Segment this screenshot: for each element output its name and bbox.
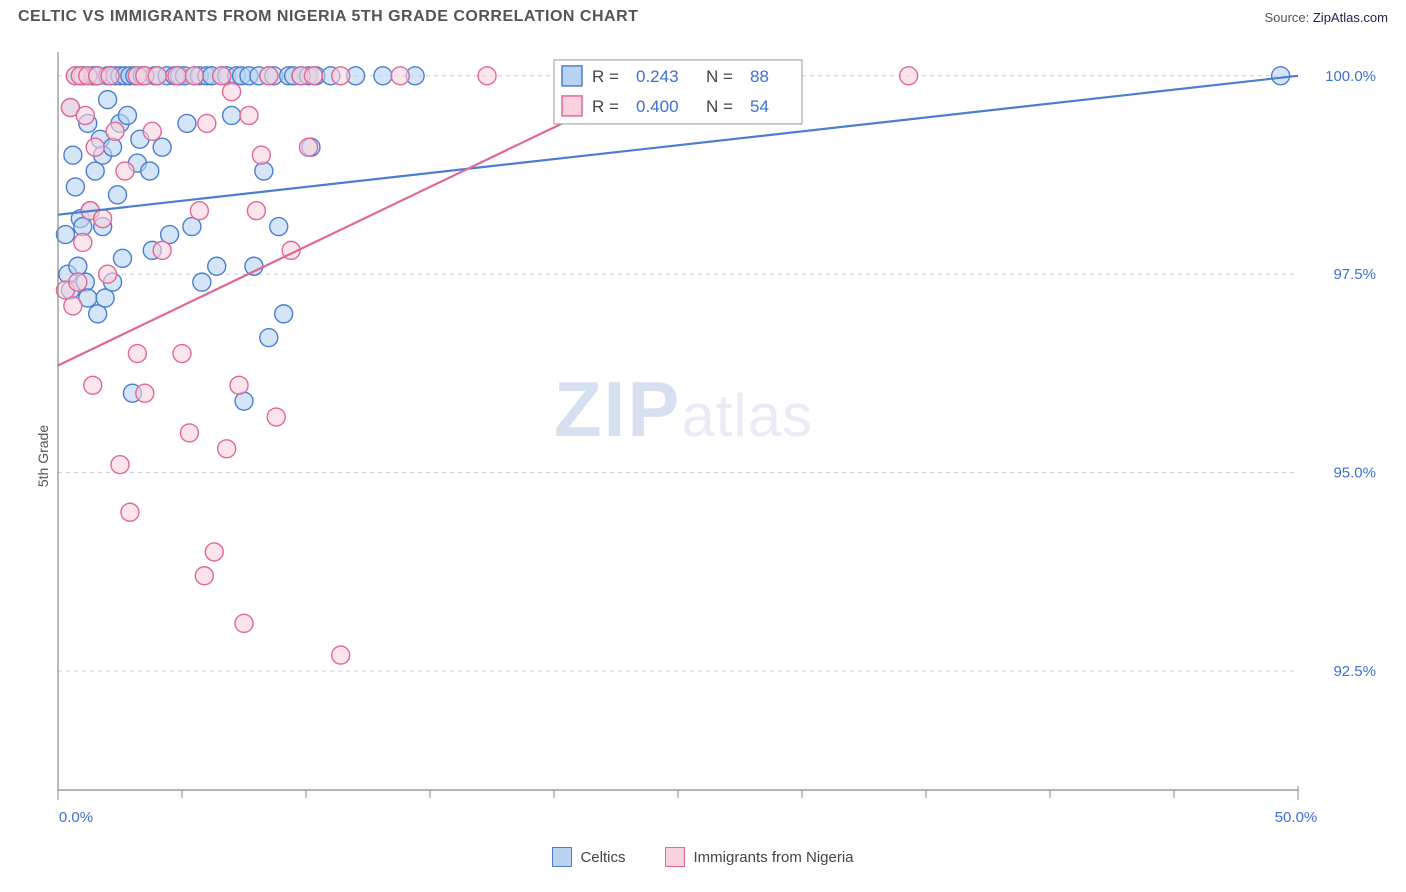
data-point [198, 114, 216, 132]
data-point [148, 67, 166, 85]
bottom-legend: Celtics Immigrants from Nigeria [18, 847, 1388, 872]
data-point [252, 146, 270, 164]
data-point [99, 265, 117, 283]
legend-swatch [562, 96, 582, 116]
data-point [374, 67, 392, 85]
svg-text:88: 88 [750, 67, 769, 86]
data-point [168, 67, 186, 85]
data-point [111, 456, 129, 474]
data-point [260, 329, 278, 347]
data-point [94, 210, 112, 228]
data-point [109, 186, 127, 204]
svg-text:95.0%: 95.0% [1333, 465, 1376, 482]
data-point [66, 178, 84, 196]
data-point [128, 345, 146, 363]
svg-text:97.5%: 97.5% [1333, 266, 1376, 283]
data-point [260, 67, 278, 85]
legend-item: Immigrants from Nigeria [665, 847, 853, 867]
data-point [64, 146, 82, 164]
svg-text:100.0%: 100.0% [1325, 68, 1376, 85]
data-point [267, 408, 285, 426]
data-point [235, 614, 253, 632]
svg-text:92.5%: 92.5% [1333, 663, 1376, 680]
data-point [240, 106, 258, 124]
data-point [86, 138, 104, 156]
data-point [74, 233, 92, 251]
svg-text:50.0%: 50.0% [1275, 809, 1318, 826]
data-point [478, 67, 496, 85]
data-point [270, 218, 288, 236]
data-point [391, 67, 409, 85]
chart-title: CELTIC VS IMMIGRANTS FROM NIGERIA 5TH GR… [18, 8, 638, 26]
correlation-chart: 92.5% 95.0% 97.5% 100.0% ZIPatlas 0.0% 50.0% R … [18, 40, 1388, 850]
data-point [118, 106, 136, 124]
data-point [193, 273, 211, 291]
data-point [208, 257, 226, 275]
legend-swatch [665, 847, 685, 867]
svg-text:N =: N = [706, 97, 733, 116]
data-point [141, 162, 159, 180]
data-point [116, 162, 134, 180]
data-point [69, 273, 87, 291]
data-point [143, 122, 161, 140]
data-point [153, 138, 171, 156]
data-point [84, 376, 102, 394]
data-point [247, 202, 265, 220]
data-point [1272, 67, 1290, 85]
svg-text:0.0%: 0.0% [59, 809, 93, 826]
data-point [223, 83, 241, 101]
data-point [185, 67, 203, 85]
y-axis-label: 5th Grade [35, 425, 51, 487]
svg-text:54: 54 [750, 97, 769, 116]
source-link[interactable]: ZipAtlas.com [1313, 10, 1388, 25]
legend-swatch [552, 847, 572, 867]
data-point [99, 91, 117, 109]
data-point [255, 162, 273, 180]
data-point [178, 114, 196, 132]
svg-text:ZIPatlas: ZIPatlas [554, 365, 813, 453]
data-point [275, 305, 293, 323]
data-point [230, 376, 248, 394]
data-point [332, 646, 350, 664]
data-point [64, 297, 82, 315]
data-point [900, 67, 918, 85]
data-point [205, 543, 223, 561]
data-point [56, 226, 74, 244]
data-point [121, 503, 139, 521]
data-point [223, 106, 241, 124]
source-label: Source: ZipAtlas.com [1264, 10, 1388, 25]
data-point [332, 67, 350, 85]
data-point [106, 122, 124, 140]
svg-text:0.243: 0.243 [636, 67, 679, 86]
svg-text:N =: N = [706, 67, 733, 86]
data-point [218, 440, 236, 458]
data-point [153, 241, 171, 259]
data-point [136, 384, 154, 402]
data-point [101, 67, 119, 85]
data-point [299, 138, 317, 156]
svg-text:R =: R = [592, 67, 619, 86]
data-point [213, 67, 231, 85]
data-point [190, 202, 208, 220]
data-point [195, 567, 213, 585]
svg-text:0.400: 0.400 [636, 97, 679, 116]
legend-label: Immigrants from Nigeria [693, 849, 853, 866]
legend-item: Celtics [552, 847, 625, 867]
data-point [173, 345, 191, 363]
data-point [104, 138, 122, 156]
data-point [304, 67, 322, 85]
source-prefix: Source: [1264, 10, 1312, 25]
svg-text:R =: R = [592, 97, 619, 116]
legend-label: Celtics [580, 849, 625, 866]
data-point [180, 424, 198, 442]
legend-swatch [562, 66, 582, 86]
data-point [113, 249, 131, 267]
data-point [76, 106, 94, 124]
